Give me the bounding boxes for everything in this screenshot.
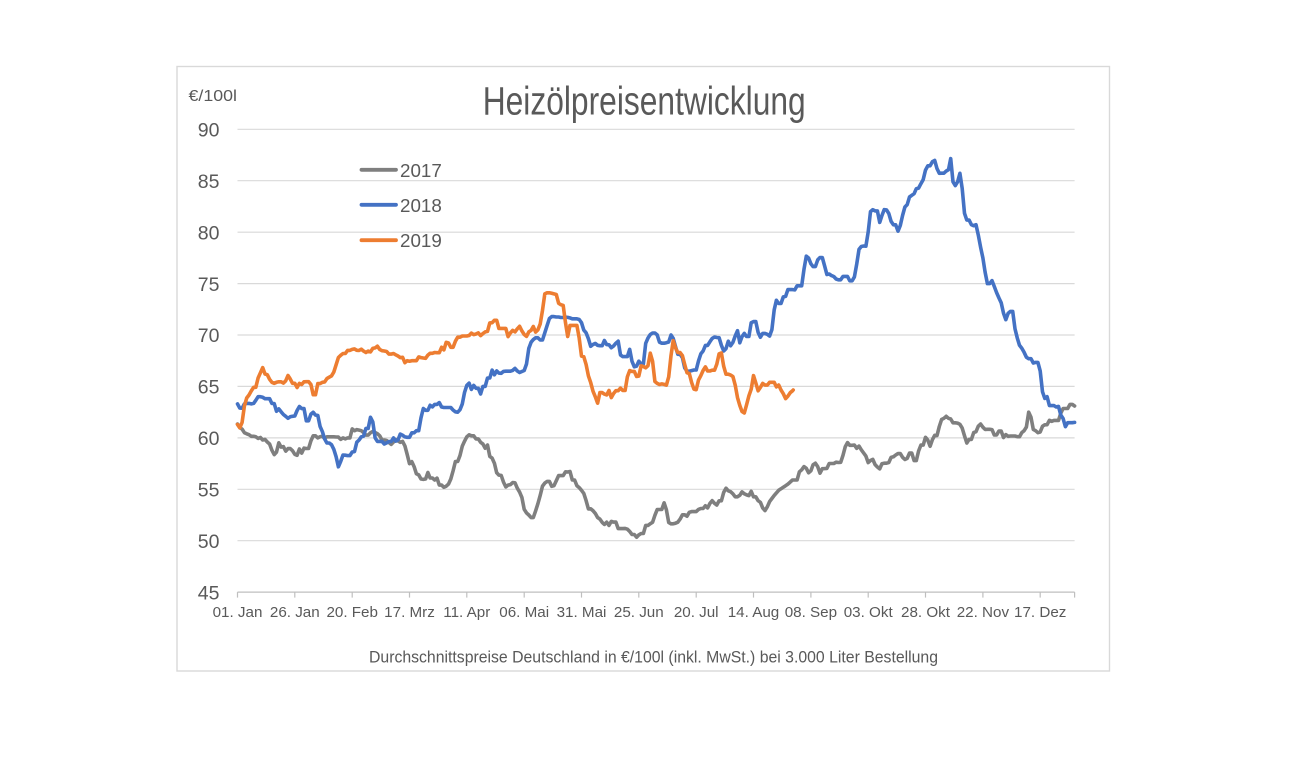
svg-text:03. Okt: 03. Okt xyxy=(844,604,894,621)
svg-text:08. Sep: 08. Sep xyxy=(785,604,837,621)
svg-text:€/100l: €/100l xyxy=(189,88,238,105)
svg-text:25. Jun: 25. Jun xyxy=(614,604,664,621)
svg-text:55: 55 xyxy=(198,480,220,502)
svg-text:90: 90 xyxy=(198,120,220,142)
svg-text:31. Mai: 31. Mai xyxy=(557,604,607,621)
svg-text:85: 85 xyxy=(198,171,220,193)
svg-text:2018: 2018 xyxy=(400,195,442,216)
svg-text:70: 70 xyxy=(198,325,220,347)
svg-text:2017: 2017 xyxy=(400,160,442,181)
svg-text:60: 60 xyxy=(198,428,220,450)
svg-text:01. Jan: 01. Jan xyxy=(213,604,263,621)
svg-text:50: 50 xyxy=(198,531,220,553)
svg-text:2019: 2019 xyxy=(400,230,442,251)
svg-text:65: 65 xyxy=(198,377,220,399)
svg-text:20. Feb: 20. Feb xyxy=(326,604,378,621)
svg-text:17. Mrz: 17. Mrz xyxy=(384,604,435,621)
svg-text:45: 45 xyxy=(198,582,220,604)
svg-text:28. Okt: 28. Okt xyxy=(901,604,951,621)
svg-text:14. Aug: 14. Aug xyxy=(728,604,780,621)
svg-text:20. Jul: 20. Jul xyxy=(674,604,719,621)
svg-text:17. Dez: 17. Dez xyxy=(1014,604,1066,621)
svg-text:06. Mai: 06. Mai xyxy=(499,604,549,621)
svg-text:75: 75 xyxy=(198,274,220,296)
svg-text:Durchschnittspreise Deutschlan: Durchschnittspreise Deutschland in €/100… xyxy=(369,647,938,666)
svg-text:26. Jan: 26. Jan xyxy=(270,604,320,621)
svg-text:Heizölpreisentwicklung: Heizölpreisentwicklung xyxy=(483,79,806,124)
svg-text:80: 80 xyxy=(198,222,220,244)
svg-text:11. Apr: 11. Apr xyxy=(443,604,490,621)
svg-text:22. Nov: 22. Nov xyxy=(957,604,1010,621)
